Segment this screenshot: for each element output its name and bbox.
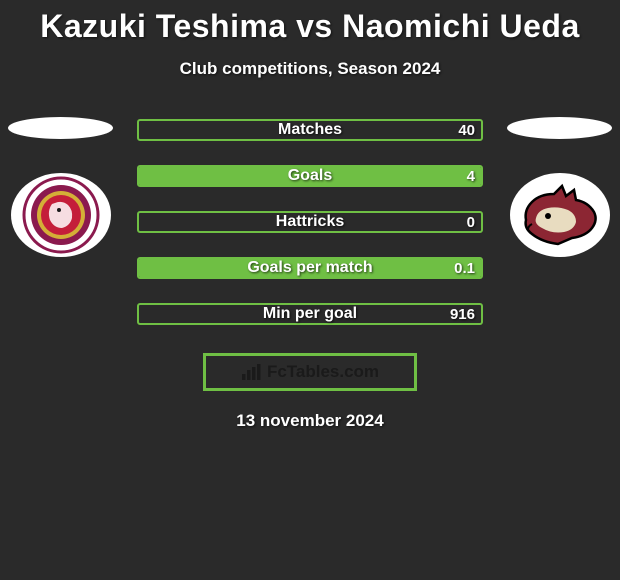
stat-bar-label: Matches — [278, 121, 342, 139]
stat-bar-value: 40 — [458, 122, 475, 139]
stat-bar-value: 0 — [467, 214, 475, 231]
main-row: Matches 40 Goals 4 Hattricks 0 Goals per match… — [0, 117, 620, 325]
coyote-icon — [518, 180, 602, 250]
stat-bar: Goals per match 0.1 — [137, 257, 483, 279]
stat-bar: Min per goal 916 — [137, 303, 483, 325]
brand-box: FcTables.com — [203, 353, 417, 391]
date-text: 13 november 2024 — [0, 411, 620, 431]
right-column — [507, 117, 612, 257]
left-column — [8, 117, 113, 257]
stat-bar: Hattricks 0 — [137, 211, 483, 233]
comparison-card: Kazuki Teshima vs Naomichi Ueda Club com… — [0, 0, 620, 431]
right-player-ellipse — [507, 117, 612, 139]
right-club-badge — [510, 173, 610, 257]
subtitle: Club competitions, Season 2024 — [0, 59, 620, 79]
stat-bar-value: 4 — [467, 168, 475, 185]
stat-bar-value: 916 — [450, 306, 475, 323]
left-club-badge — [11, 173, 111, 257]
stat-bar-label: Goals per match — [247, 259, 372, 277]
stat-bar-value: 0.1 — [454, 260, 475, 277]
stat-bar: Matches 40 — [137, 119, 483, 141]
page-title: Kazuki Teshima vs Naomichi Ueda — [0, 8, 620, 45]
stat-bar-label: Min per goal — [263, 305, 357, 323]
bar-chart-icon — [241, 363, 261, 381]
brand-text: FcTables.com — [267, 362, 379, 382]
stat-bar: Goals 4 — [137, 165, 483, 187]
left-player-ellipse — [8, 117, 113, 139]
stat-bar-label: Hattricks — [276, 213, 344, 231]
stat-bar-label: Goals — [288, 167, 332, 185]
stat-bars: Matches 40 Goals 4 Hattricks 0 Goals per match… — [113, 119, 507, 325]
kyoto-sanga-icon — [22, 176, 100, 254]
